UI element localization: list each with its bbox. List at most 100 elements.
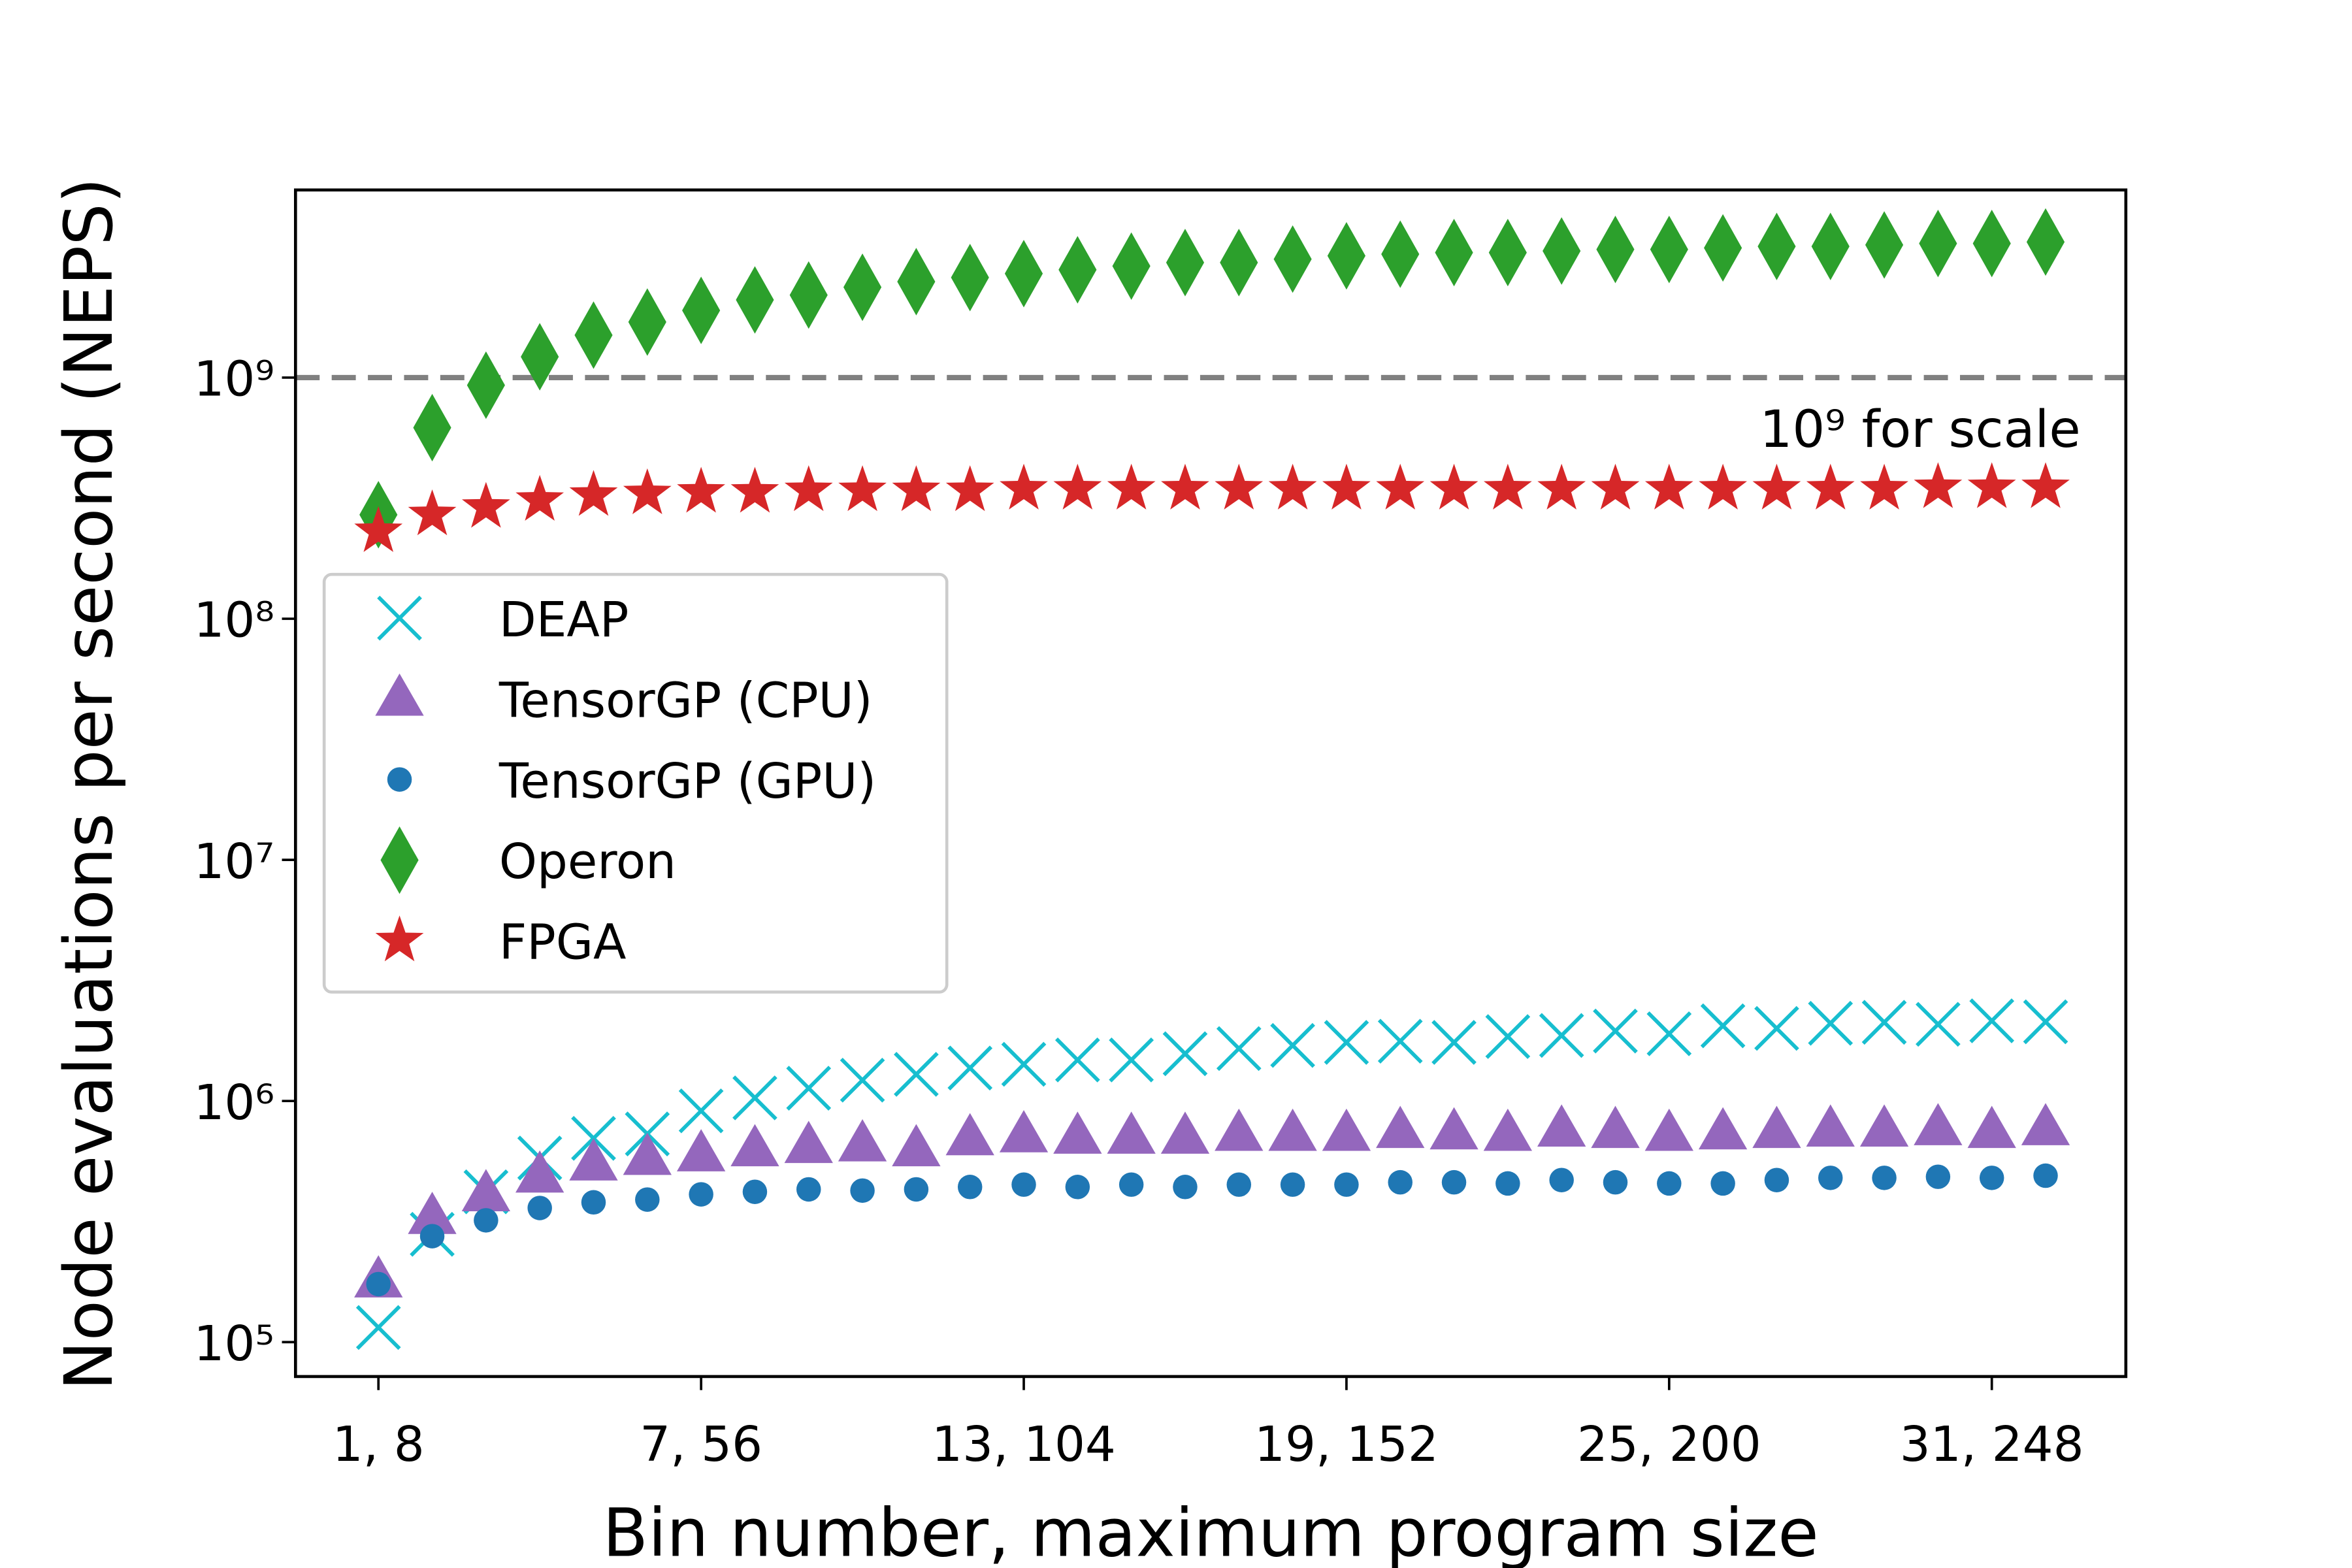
marker-x [1270, 1022, 1315, 1068]
marker-diamond [521, 323, 559, 391]
marker-x [1377, 1019, 1423, 1064]
marker-circle [527, 1196, 552, 1220]
marker-triangle [1268, 1108, 1317, 1151]
marker-triangle [623, 1132, 672, 1175]
marker-x [355, 1305, 401, 1350]
marker-circle [1872, 1166, 1897, 1190]
marker-triangle [569, 1138, 618, 1181]
marker-x [1054, 1037, 1100, 1083]
marker-triangle [1752, 1105, 1801, 1149]
marker-x [1969, 998, 2015, 1043]
marker-triangle [945, 1113, 994, 1156]
marker-circle [1710, 1171, 1735, 1196]
marker-x [786, 1066, 832, 1111]
marker-circle [1549, 1168, 1574, 1192]
marker-diamond [736, 266, 774, 334]
marker-circle [2033, 1163, 2058, 1188]
marker-star [408, 489, 457, 536]
marker-triangle [838, 1119, 887, 1162]
marker-circle [1119, 1172, 1144, 1197]
y-tick-label: 10⁵ [193, 1316, 274, 1372]
marker-diamond [897, 248, 936, 316]
marker-diamond [1543, 217, 1581, 285]
marker-x [1646, 1011, 1692, 1056]
marker-x [1109, 1037, 1154, 1083]
marker-triangle [1537, 1104, 1586, 1147]
marker-star [515, 474, 564, 521]
marker-x [947, 1045, 993, 1091]
marker-star [1860, 463, 1908, 510]
marker-star [1752, 463, 1801, 510]
marker-star [784, 465, 833, 512]
marker-circle [474, 1208, 498, 1233]
marker-triangle [515, 1150, 564, 1193]
marker-circle [796, 1177, 821, 1202]
marker-star [1322, 463, 1371, 510]
marker-circle [1925, 1164, 1951, 1189]
x-tick-label: 1, 8 [333, 1416, 425, 1473]
x-axis-label: Bin number, maximum program size [602, 1495, 1818, 1568]
marker-diamond [1650, 216, 1688, 284]
marker-circle [957, 1175, 983, 1200]
marker-x [1916, 1002, 1961, 1047]
marker-triangle [892, 1124, 941, 1167]
marker-star [1268, 463, 1317, 510]
x-tick-label: 31, 248 [1900, 1416, 2084, 1473]
marker-triangle [408, 1192, 457, 1234]
marker-x [1216, 1026, 1262, 1071]
marker-triangle [1644, 1108, 1693, 1151]
y-tick-label: 10⁶ [193, 1075, 274, 1131]
marker-circle [581, 1190, 606, 1215]
marker-circle [1495, 1171, 1520, 1196]
legend-box [322, 572, 949, 994]
marker-triangle [999, 1110, 1049, 1152]
marker-star [1053, 463, 1102, 510]
marker-star [2021, 462, 2070, 508]
marker-circle [1818, 1166, 1843, 1190]
marker-circle [366, 1271, 391, 1297]
marker-diamond [1112, 232, 1151, 300]
marker-circle [1764, 1168, 1789, 1192]
marker-circle [1657, 1171, 1682, 1196]
x-tick-label: 19, 152 [1254, 1416, 1439, 1473]
marker-star [1429, 463, 1478, 510]
marker-x [1162, 1031, 1208, 1077]
marker-triangle [730, 1124, 779, 1167]
marker-triangle [1322, 1108, 1371, 1151]
marker-star [1537, 463, 1586, 510]
y-tick-label: 10⁸ [193, 593, 274, 649]
legend-label: TensorGP (CPU) [498, 672, 873, 728]
marker-circle [1388, 1169, 1413, 1195]
marker-circle [1226, 1172, 1252, 1197]
marker-star [1215, 463, 1264, 510]
marker-circle [742, 1179, 768, 1204]
marker-star [623, 468, 672, 515]
marker-star [1644, 463, 1693, 510]
marker-x [1324, 1020, 1369, 1065]
marker-diamond [1273, 225, 1312, 293]
marker-triangle [676, 1129, 726, 1171]
marker-star [1376, 463, 1425, 510]
legend-label: DEAP [499, 592, 629, 648]
marker-x [1539, 1013, 1584, 1058]
marker-star [569, 470, 618, 516]
x-tick-label: 7, 56 [640, 1416, 762, 1473]
marker-star [1591, 463, 1640, 510]
marker-star [1483, 463, 1532, 510]
y-tick-label: 10⁹ [193, 351, 274, 408]
marker-triangle [1483, 1108, 1533, 1151]
legend-label: FPGA [499, 915, 627, 971]
marker-x [1754, 1005, 1799, 1051]
marker-diamond [1381, 220, 1420, 288]
marker-star [354, 506, 403, 552]
marker-circle [1011, 1172, 1036, 1197]
marker-diamond [843, 253, 882, 321]
marker-circle [1173, 1175, 1198, 1200]
marker-diamond [380, 826, 419, 894]
marker-circle [387, 767, 412, 792]
marker-triangle [1376, 1105, 1425, 1149]
marker-diamond [1166, 229, 1205, 297]
marker-star [838, 465, 887, 512]
